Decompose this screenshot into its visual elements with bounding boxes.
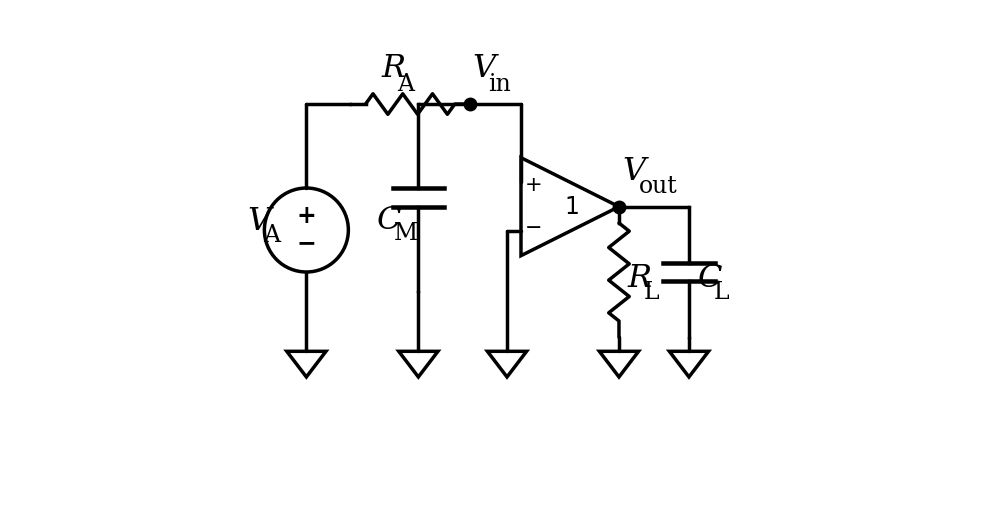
Text: A: A [397, 73, 414, 95]
Text: R: R [627, 264, 651, 295]
Text: 1: 1 [565, 195, 579, 219]
Text: A: A [263, 224, 280, 247]
Text: L: L [644, 281, 659, 303]
Text: L: L [714, 281, 729, 303]
Text: M: M [394, 222, 418, 245]
Text: −: − [297, 231, 316, 255]
Text: −: − [525, 218, 543, 238]
Text: +: + [297, 204, 316, 228]
Text: V: V [247, 206, 270, 237]
Text: +: + [525, 175, 543, 195]
Text: C: C [697, 264, 722, 295]
Text: out: out [639, 175, 678, 198]
Text: R: R [381, 54, 405, 85]
Text: C: C [376, 205, 401, 236]
Text: V: V [622, 156, 645, 187]
Text: in: in [488, 73, 511, 95]
Text: V: V [472, 54, 495, 85]
